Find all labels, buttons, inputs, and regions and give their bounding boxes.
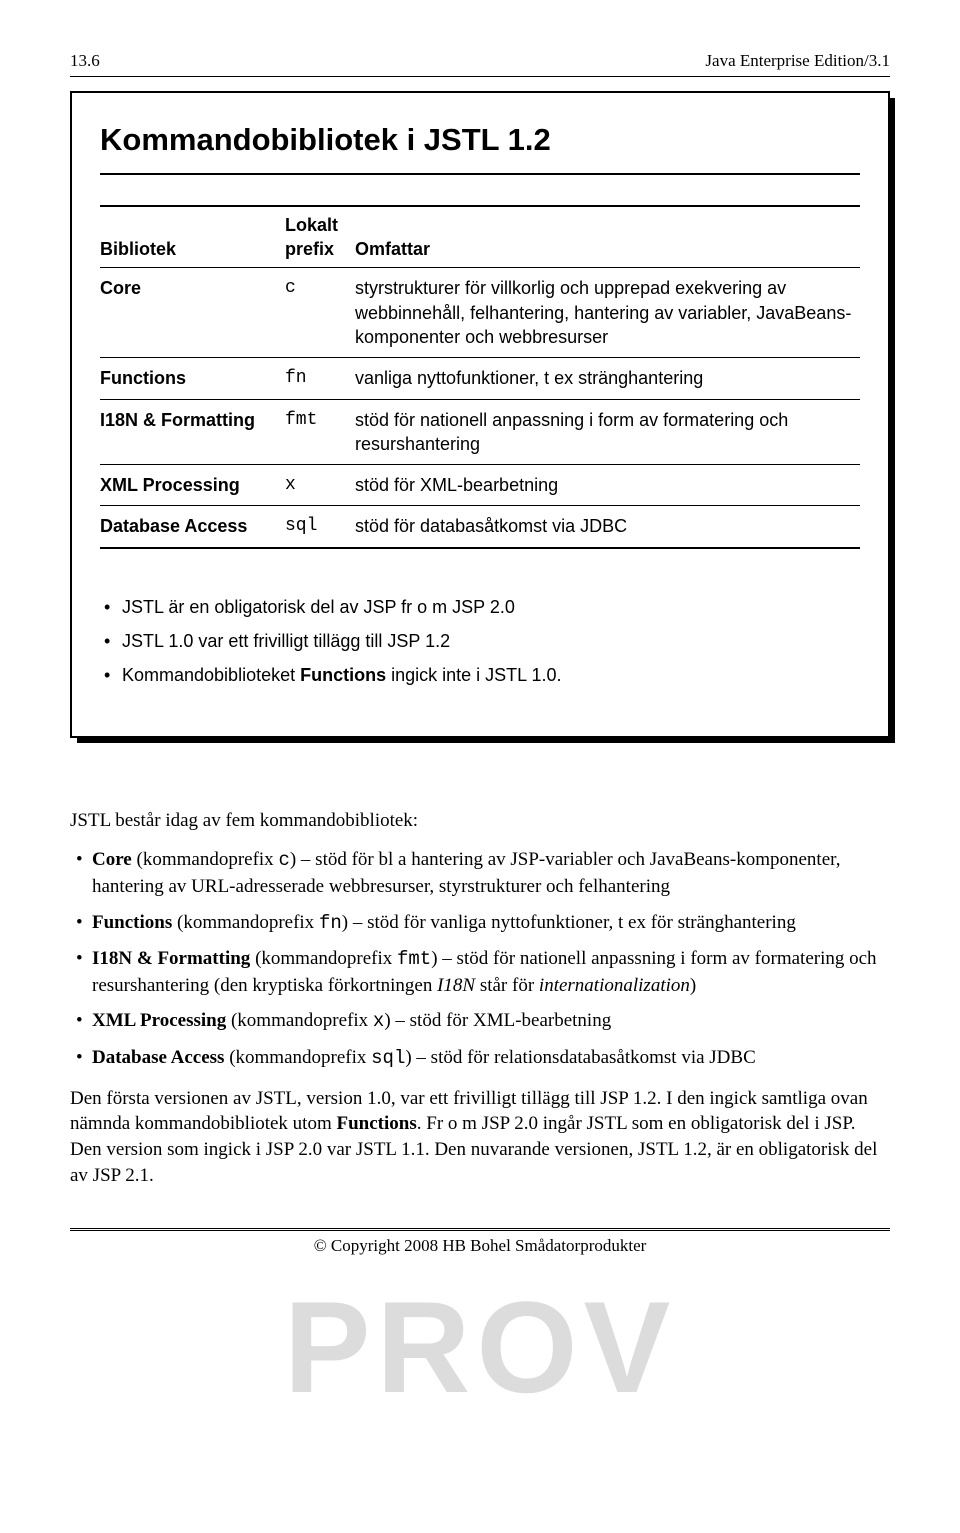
cell-desc: stöd för databasåtkomst via JDBC (355, 506, 860, 548)
cell-lib: Core (100, 268, 285, 358)
body-text: JSTL består idag av fem kommandobibliote… (70, 808, 890, 1189)
content-box: Kommandobibliotek i JSTL 1.2 Bibliotek L… (70, 91, 890, 738)
list-item: Functions (kommandoprefix fn) – stöd för… (76, 910, 890, 937)
page-header: 13.6 Java Enterprise Edition/3.1 (70, 50, 890, 77)
cell-prefix: fn (285, 358, 355, 399)
list-item: Core (kommandoprefix c) – stöd för bl a … (76, 847, 890, 899)
page-number: 13.6 (70, 50, 100, 73)
cell-desc: stöd för XML-bearbetning (355, 465, 860, 506)
section-label: Java Enterprise Edition/3.1 (705, 50, 890, 73)
table-row: Functions fn vanliga nyttofunktioner, t … (100, 358, 860, 399)
box-bullet-list: JSTL är en obligatorisk del av JSP fr o … (100, 595, 860, 688)
table-row: Core c styrstrukturer för villkorlig och… (100, 268, 860, 358)
cell-prefix: fmt (285, 399, 355, 465)
body-bullet-list: Core (kommandoprefix c) – stöd för bl a … (70, 847, 890, 1071)
cell-prefix: sql (285, 506, 355, 548)
cell-lib: Database Access (100, 506, 285, 548)
footer-text: © Copyright 2008 HB Bohel Smådatorproduk… (70, 1235, 890, 1258)
cell-desc: stöd för nationell anpassning i form av … (355, 399, 860, 465)
watermark-text: PROV (284, 1260, 676, 1436)
box-title: Kommandobibliotek i JSTL 1.2 (100, 119, 860, 161)
table-row: I18N & Formatting fmt stöd för nationell… (100, 399, 860, 465)
intro-paragraph: JSTL består idag av fem kommandobibliote… (70, 808, 890, 834)
cell-prefix: x (285, 465, 355, 506)
list-item: XML Processing (kommandoprefix x) – stöd… (76, 1008, 890, 1035)
footer-rule (70, 1228, 890, 1231)
col-header-lib: Bibliotek (100, 206, 285, 268)
closing-paragraph: Den första versionen av JSTL, version 1.… (70, 1086, 890, 1189)
cell-desc: vanliga nyttofunktioner, t ex stränghant… (355, 358, 860, 399)
library-table: Bibliotek Lokalt prefix Omfattar Core c … (100, 205, 860, 549)
table-row: Database Access sql stöd för databasåtko… (100, 506, 860, 548)
cell-prefix: c (285, 268, 355, 358)
title-rule (100, 173, 860, 175)
cell-desc: styrstrukturer för villkorlig och upprep… (355, 268, 860, 358)
cell-lib: I18N & Formatting (100, 399, 285, 465)
list-item: Kommandobiblioteket Functions ingick int… (104, 663, 860, 687)
cell-lib: XML Processing (100, 465, 285, 506)
table-row: XML Processing x stöd för XML-bearbetnin… (100, 465, 860, 506)
list-item: Database Access (kommandoprefix sql) – s… (76, 1045, 890, 1072)
col-header-desc: Omfattar (355, 206, 860, 268)
list-item: JSTL 1.0 var ett frivilligt tillägg till… (104, 629, 860, 653)
col-header-prefix: Lokalt prefix (285, 206, 355, 268)
cell-lib: Functions (100, 358, 285, 399)
list-item: JSTL är en obligatorisk del av JSP fr o … (104, 595, 860, 619)
list-item: I18N & Formatting (kommandoprefix fmt) –… (76, 946, 890, 998)
